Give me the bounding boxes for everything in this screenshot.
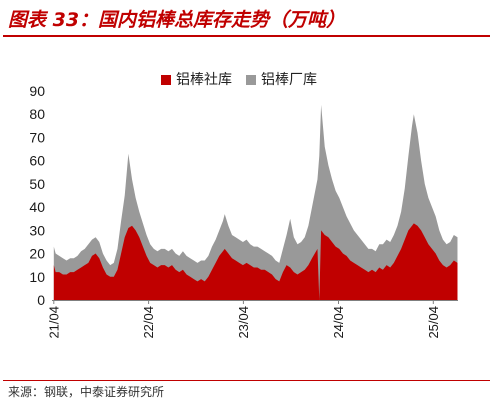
chart-title: 图表 33：国内铝棒总库存走势（万吨） <box>8 9 346 31</box>
y-tick-label: 30 <box>29 222 45 238</box>
legend-item-factory-inventory: 铝棒厂库 <box>246 72 317 88</box>
y-tick-label: 50 <box>29 176 45 192</box>
x-tick-label: 21/04 <box>46 306 61 339</box>
legend-label-social-inventory: 铝棒社库 <box>176 72 232 88</box>
source-note: 来源：钢联，中泰证券研究所 <box>8 385 165 399</box>
y-tick-label: 80 <box>29 106 45 122</box>
stacked-area-layers <box>53 104 458 301</box>
y-axis-ticks: 0 10 20 30 40 50 60 70 80 90 <box>29 83 45 308</box>
x-tick-label: 23/04 <box>236 306 251 339</box>
x-axis-ticks: 21/04 22/04 23/04 24/04 25/04 <box>46 300 441 339</box>
legend: 铝棒社库 铝棒厂库 <box>161 72 317 88</box>
y-tick-label: 0 <box>37 292 45 308</box>
y-tick-label: 70 <box>29 129 45 145</box>
legend-swatch-factory-inventory <box>246 75 256 85</box>
x-tick-label: 24/04 <box>331 306 346 339</box>
y-tick-label: 90 <box>29 83 45 99</box>
area-factory-inventory <box>53 104 458 301</box>
legend-item-social-inventory: 铝棒社库 <box>161 72 232 88</box>
y-tick-label: 10 <box>29 269 45 285</box>
x-tick-label: 25/04 <box>426 306 441 339</box>
legend-swatch-social-inventory <box>161 75 171 85</box>
title-underline <box>3 35 490 37</box>
source-rule <box>3 380 490 381</box>
area-social-inventory <box>53 223 458 300</box>
y-tick-label: 40 <box>29 199 45 215</box>
y-tick-label: 60 <box>29 153 45 169</box>
y-tick-label: 20 <box>29 246 45 262</box>
legend-label-factory-inventory: 铝棒厂库 <box>261 72 317 88</box>
x-tick-label: 22/04 <box>141 306 156 339</box>
